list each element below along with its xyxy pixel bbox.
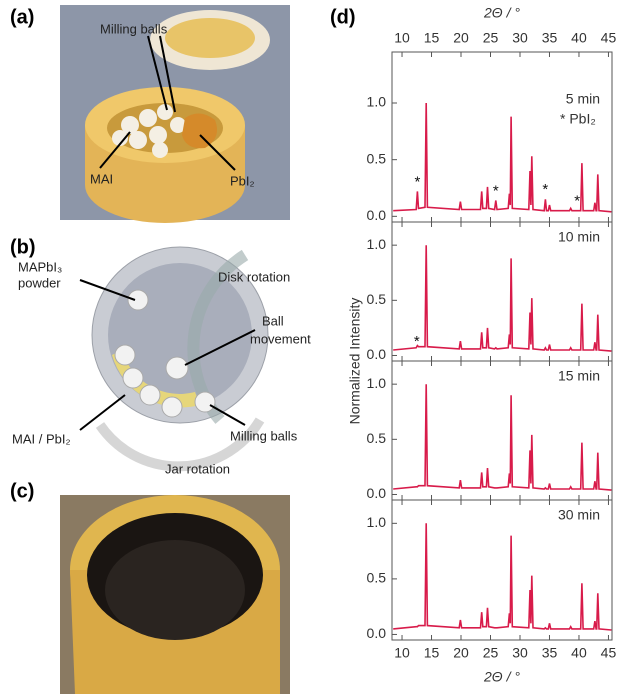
legend-note: * PbI₂ [560, 111, 596, 127]
annotation: MAI [90, 171, 113, 186]
y-tick-label: 0.0 [367, 485, 387, 501]
panel-label: (d) [330, 6, 356, 28]
annotation: MAPbI₃ [18, 259, 62, 274]
y-tick-label: 1.0 [367, 514, 387, 530]
annotation: Jar rotation [165, 461, 230, 476]
annotation: powder [18, 275, 61, 290]
x-tick-label-top: 10 [394, 30, 410, 46]
peak-marker: * [574, 193, 580, 210]
x-tick-label-top: 45 [601, 30, 617, 46]
x-tick-label-top: 15 [424, 30, 440, 46]
x-tick-label: 45 [601, 645, 617, 661]
y-tick-label: 0.0 [367, 346, 387, 362]
x-axis-label: 2Θ / ° [483, 669, 520, 685]
x-tick-label: 40 [571, 645, 587, 661]
peak-marker: * [542, 181, 548, 198]
x-tick-label-top: 30 [512, 30, 528, 46]
x-tick-label-top: 35 [542, 30, 558, 46]
xrd-line [393, 384, 611, 490]
x-tick-label-top: 40 [571, 30, 587, 46]
panel-label: 10 min [558, 229, 600, 245]
y-tick-label: 0.0 [367, 625, 387, 641]
x-tick-label: 10 [394, 645, 410, 661]
panel-label: 30 min [558, 507, 600, 523]
x-tick-label: 30 [512, 645, 528, 661]
photo-c [60, 495, 290, 694]
xrd-line [393, 523, 611, 630]
peak-marker: * [414, 333, 420, 350]
x-tick-label-top: 25 [483, 30, 499, 46]
annotation: Milling balls [230, 428, 298, 443]
xrd-line [393, 245, 611, 351]
y-tick-label: 0.5 [367, 430, 387, 446]
peak-marker: * [414, 173, 420, 190]
x-tick-label-top: 20 [453, 30, 469, 46]
photo-a [60, 5, 290, 223]
annotation: PbI₂ [230, 173, 255, 188]
annotation: Milling balls [100, 21, 168, 36]
annotation: Ball [262, 313, 284, 328]
y-tick-label: 1.0 [367, 236, 387, 252]
annotation: MAI / PbI₂ [12, 431, 71, 446]
y-tick-label: 1.0 [367, 375, 387, 391]
panel-label: (c) [10, 480, 34, 502]
y-tick-label: 0.0 [367, 207, 387, 223]
peak-marker: * [493, 182, 499, 199]
x-tick-label: 25 [483, 645, 499, 661]
annotation: Disk rotation [218, 269, 290, 284]
y-axis-label: Normalized Intensity [347, 298, 363, 425]
y-tick-label: 0.5 [367, 291, 387, 307]
panel-label: (b) [10, 236, 36, 258]
x-tick-label: 35 [542, 645, 558, 661]
panel-label: 5 min [566, 91, 600, 107]
panel-label: 15 min [558, 368, 600, 384]
x-tick-label: 15 [424, 645, 440, 661]
y-tick-label: 0.5 [367, 150, 387, 166]
x-tick-label: 20 [453, 645, 469, 661]
panel-label: (a) [10, 6, 34, 28]
y-tick-label: 0.5 [367, 570, 387, 586]
figure: (a) Milling balls MAI PbI₂ (b) MAPbI₃ po… [0, 0, 620, 694]
x-axis-label: 2Θ / ° [483, 5, 520, 21]
annotation: movement [250, 331, 311, 346]
y-tick-label: 1.0 [367, 94, 387, 110]
